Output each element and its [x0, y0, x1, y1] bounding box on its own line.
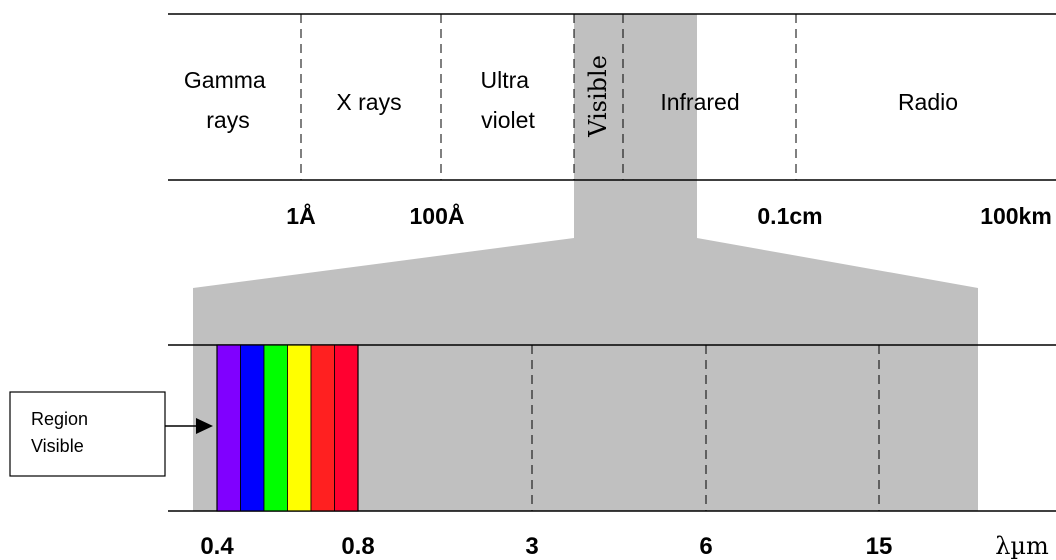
wavelength-tick-0.1cm: 0.1cm: [757, 203, 822, 229]
color-stripe-1: [216, 344, 241, 512]
visible-color-stripes: [216, 344, 359, 512]
zoom-unit-label: λµm: [995, 532, 1049, 560]
wavelength-tick-1A: 1Å: [286, 202, 315, 229]
color-stripe-3: [263, 344, 288, 512]
wavelength-tick-100km: 100km: [980, 203, 1052, 229]
callout-arrow-head: [196, 418, 213, 434]
color-stripe-2: [240, 344, 265, 512]
band-label-radio: Radio: [898, 89, 958, 115]
zoom-dividers: [216, 345, 880, 511]
color-stripe-4: [287, 344, 312, 512]
spectrum-dividers: [300, 14, 797, 180]
zoom-tick-6: 6: [699, 533, 712, 560]
zoom-tick-08: 0.8: [341, 533, 374, 560]
color-stripe-5: [310, 344, 335, 512]
visible-zoom-shade: [193, 14, 978, 511]
zoom-tick-04: 0.4: [200, 533, 234, 560]
wavelength-tick-100A: 100Å: [410, 202, 465, 229]
band-label-gamma: Gamma rays: [184, 67, 272, 133]
callout-label: Region Visible: [31, 409, 93, 456]
band-label-ultraviolet: Ultra violet: [481, 67, 536, 133]
callout-box: [9, 391, 166, 477]
zoom-tick-15: 15: [866, 533, 893, 560]
band-label-infrared: Infrared: [660, 89, 739, 115]
band-label-xrays: X rays: [336, 89, 401, 115]
zoom-tick-3: 3: [525, 533, 538, 560]
color-stripe-6: [334, 344, 359, 512]
visible-vertical-label: Visible: [584, 55, 612, 138]
